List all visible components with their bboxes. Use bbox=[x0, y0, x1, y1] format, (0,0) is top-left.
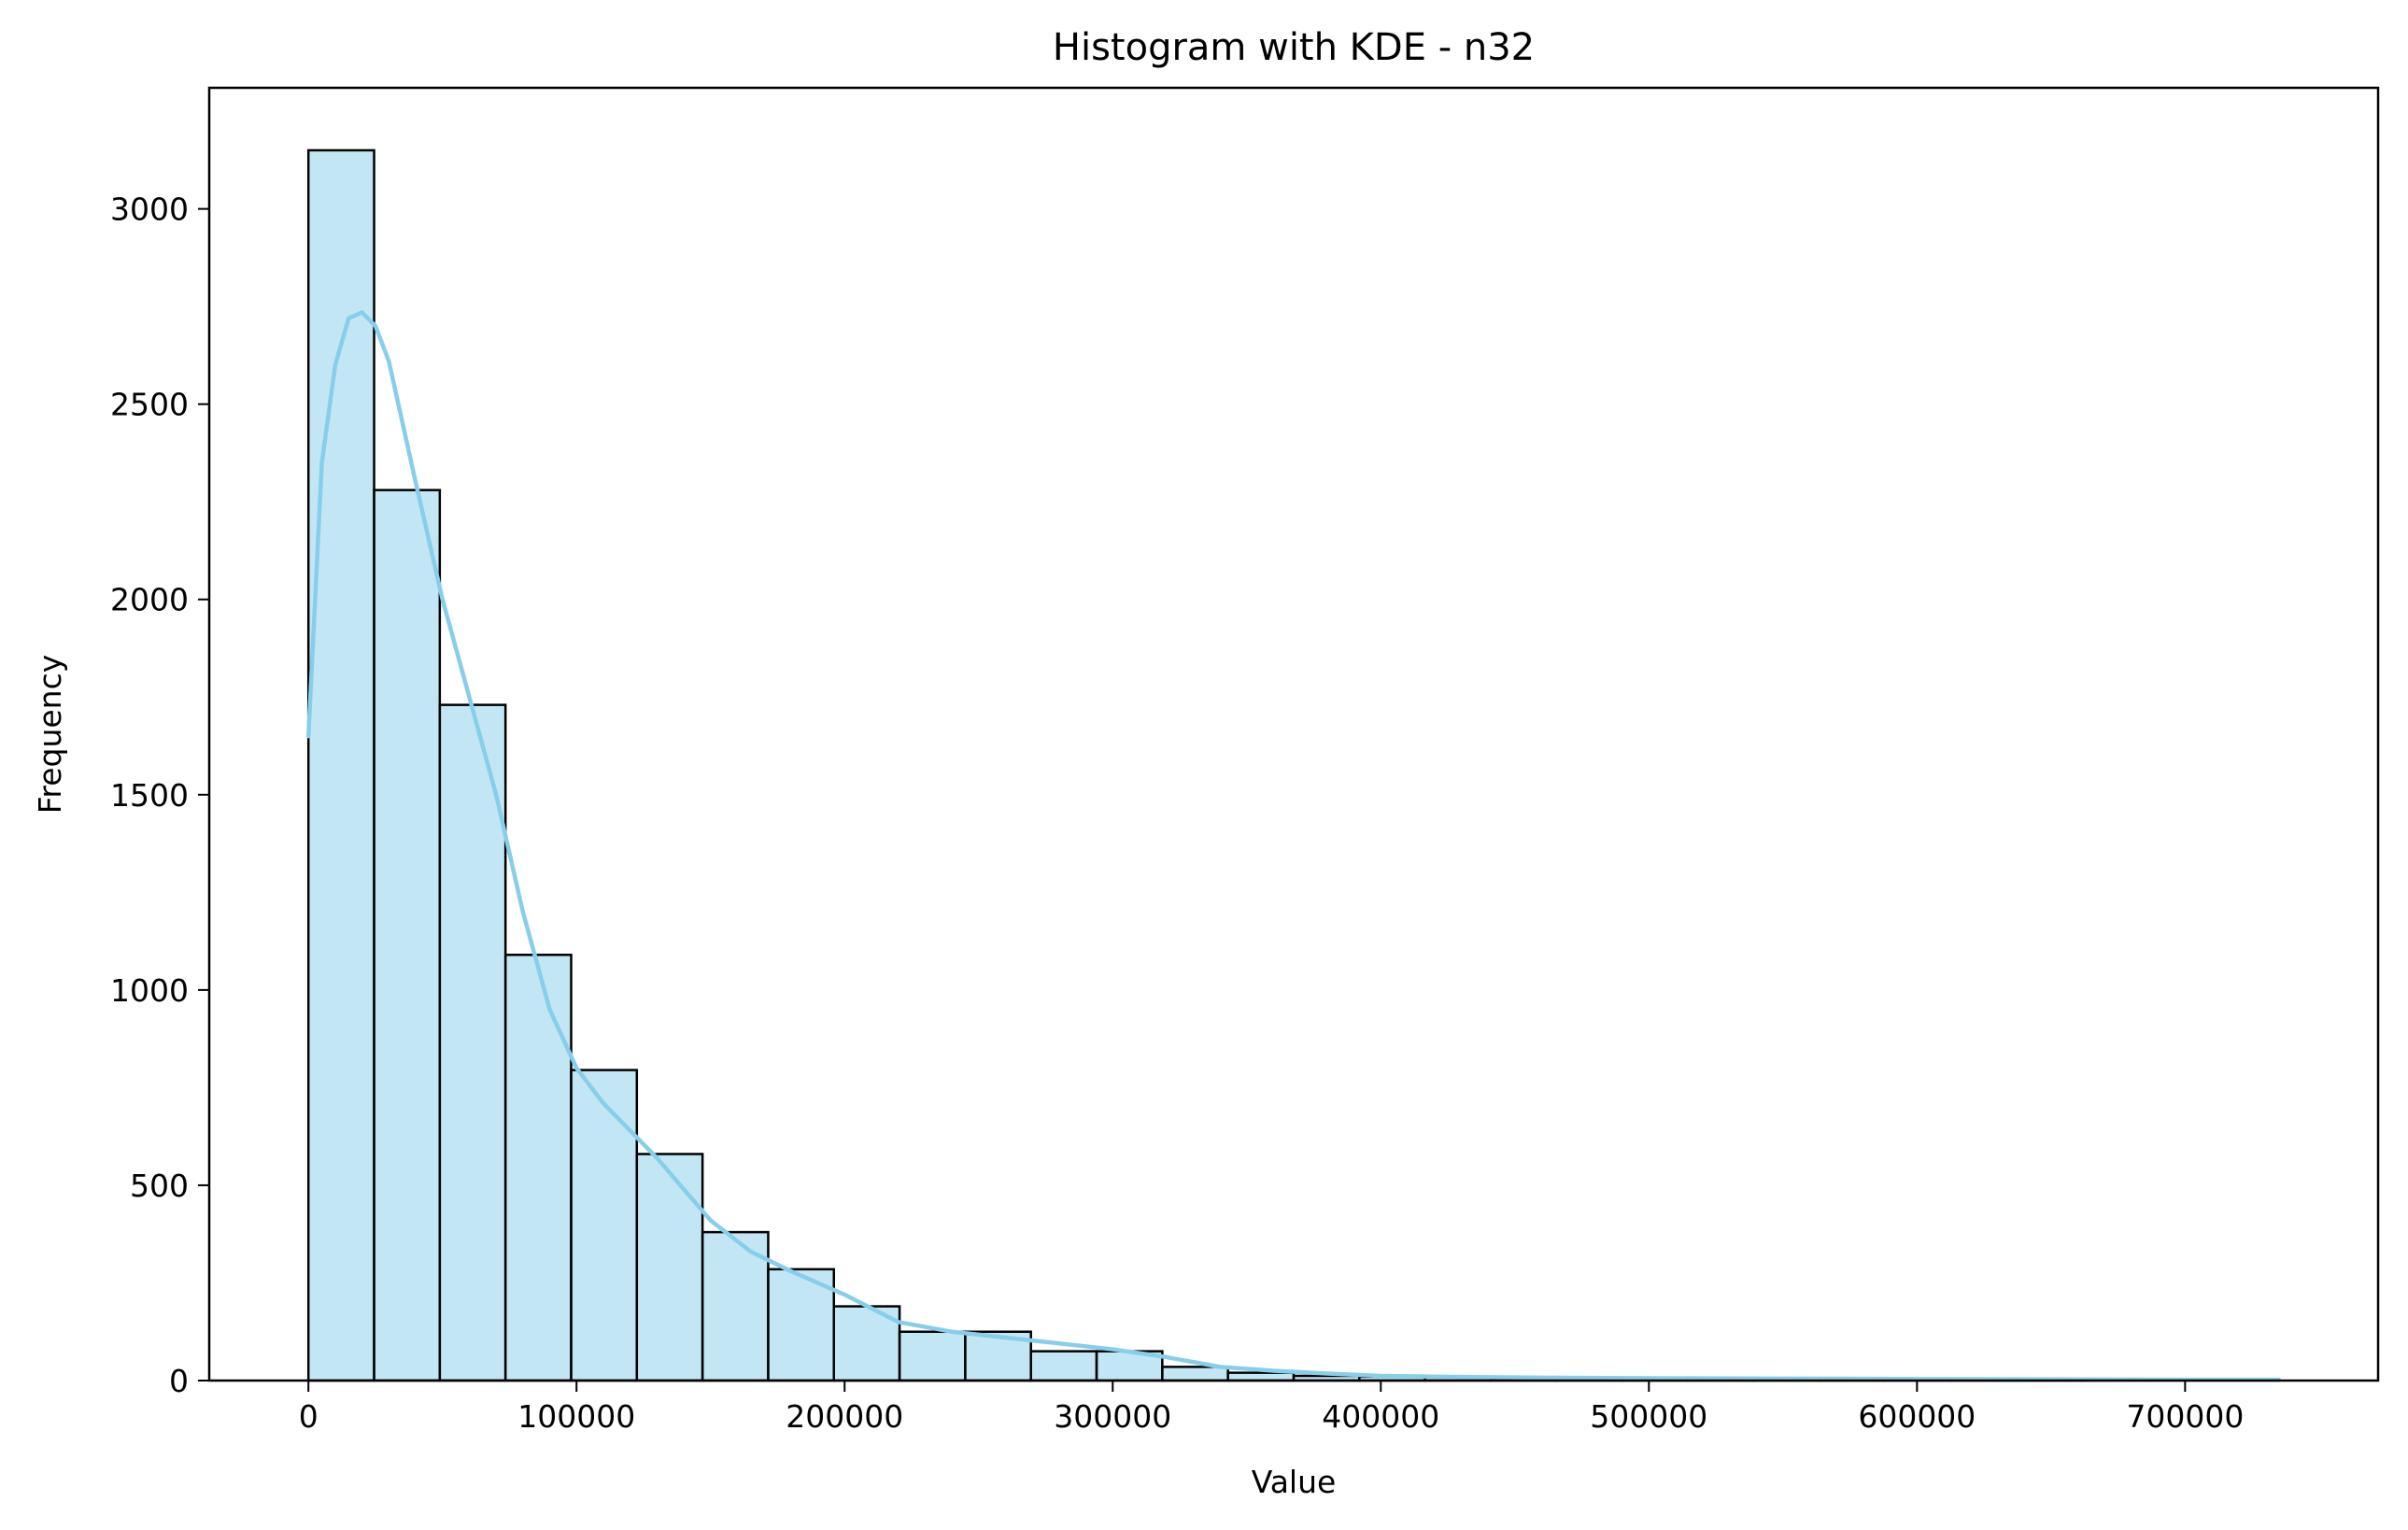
y-tick-label: 3000 bbox=[110, 191, 189, 228]
histogram-bars bbox=[306, 149, 2281, 1382]
x-tick-label: 400000 bbox=[1322, 1398, 1439, 1435]
x-tick-label: 700000 bbox=[2126, 1398, 2244, 1435]
kde-line bbox=[305, 310, 2282, 1382]
histogram-bar bbox=[767, 1268, 836, 1382]
histogram-bar bbox=[306, 149, 375, 1382]
y-tick-label: 2000 bbox=[110, 582, 189, 618]
y-axis-ticks: 0 500 1000 1500 2000 2500 3000 bbox=[110, 191, 209, 1399]
histogram-bar bbox=[1161, 1366, 1229, 1382]
y-tick-label: 0 bbox=[169, 1363, 189, 1399]
y-axis-label: Frequency bbox=[32, 655, 68, 814]
x-tick-label: 0 bbox=[299, 1398, 319, 1435]
histogram-bar bbox=[898, 1330, 967, 1382]
histogram-bar bbox=[635, 1153, 704, 1382]
histogram-bar bbox=[503, 953, 573, 1382]
plot-frame bbox=[207, 86, 2380, 1382]
x-tick-label: 200000 bbox=[786, 1398, 903, 1435]
y-tick-label: 2500 bbox=[110, 387, 189, 423]
x-tick-label: 300000 bbox=[1054, 1398, 1171, 1435]
histogram-bar bbox=[1226, 1371, 1296, 1382]
x-tick-label: 100000 bbox=[517, 1398, 635, 1435]
y-tick-label: 1500 bbox=[110, 777, 189, 814]
histogram-bar bbox=[438, 703, 507, 1382]
y-tick-label: 500 bbox=[130, 1168, 189, 1204]
x-axis-ticks: 0 100000 200000 300000 400000 500000 600000 700… bbox=[299, 1381, 2244, 1435]
histogram-bar bbox=[1029, 1350, 1098, 1382]
chart-title: Histogram with KDE - n32 bbox=[1053, 26, 1535, 69]
x-tick-label: 500000 bbox=[1590, 1398, 1707, 1435]
y-tick-label: 1000 bbox=[110, 972, 189, 1009]
histogram-bar bbox=[570, 1069, 639, 1382]
x-tick-label: 600000 bbox=[1858, 1398, 1976, 1435]
histogram-bar bbox=[373, 489, 442, 1382]
x-axis-label: Value bbox=[1252, 1464, 1337, 1500]
